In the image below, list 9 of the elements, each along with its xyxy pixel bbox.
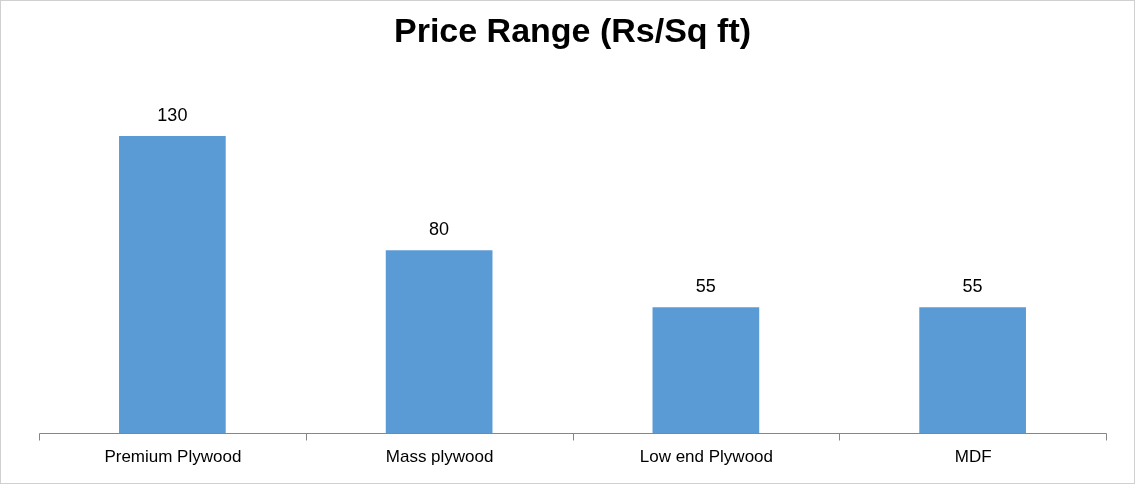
data-label: 130 (157, 105, 188, 125)
x-tick-label: Mass plywood (385, 446, 494, 466)
data-label: 80 (429, 219, 450, 240)
data-label: 55 (695, 276, 716, 297)
x-tick-label: Low end Plywood (639, 446, 774, 466)
x-tick-label: MDF (954, 446, 992, 466)
chart-title: Price Range (Rs/Sq ft) (393, 11, 752, 49)
data-label: 55 (962, 276, 983, 297)
x-tick-label: Premium Plywood (104, 446, 242, 466)
